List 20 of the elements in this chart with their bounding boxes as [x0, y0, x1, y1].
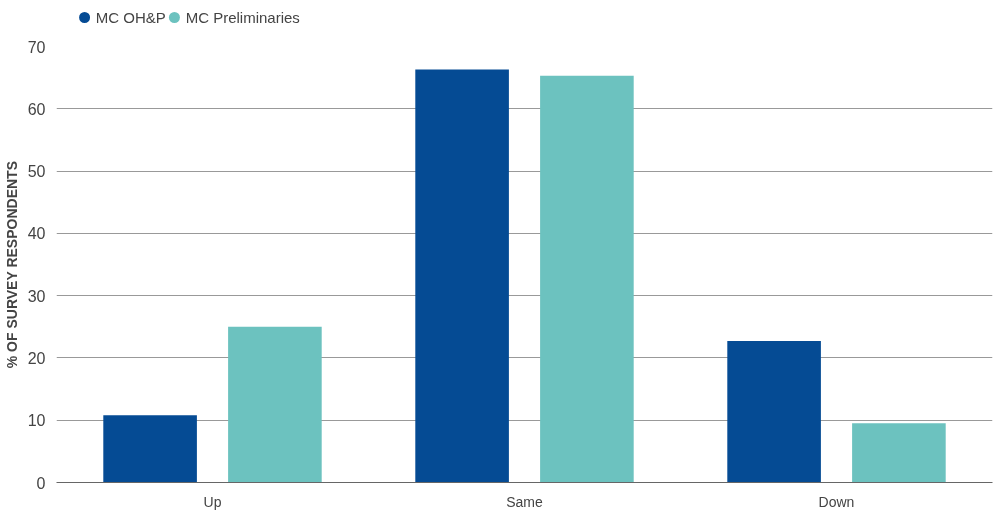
bar: [540, 75, 634, 483]
x-tick-label: Up: [203, 493, 222, 510]
y-tick-label: 30: [27, 287, 46, 305]
y-tick-label: 20: [27, 349, 46, 367]
x-tick-label: Same: [506, 493, 543, 510]
y-tick-label: 50: [27, 163, 46, 181]
bar: [727, 341, 821, 483]
y-tick-label: 40: [27, 225, 46, 243]
y-tick-label: 10: [27, 412, 46, 430]
bar: [852, 423, 946, 483]
x-tick-label: Down: [818, 493, 855, 510]
bar: [103, 415, 197, 483]
bar: [415, 69, 509, 483]
y-tick-label: 70: [27, 38, 46, 56]
bar: [228, 326, 322, 483]
y-tick-label: 0: [36, 474, 46, 492]
legend-label: MC Preliminaries: [185, 9, 300, 26]
legend-label: MC OH&P: [95, 9, 166, 26]
y-axis-title: % OF SURVEY RESPONDENTS: [3, 161, 20, 369]
y-tick-label: 60: [27, 100, 46, 118]
